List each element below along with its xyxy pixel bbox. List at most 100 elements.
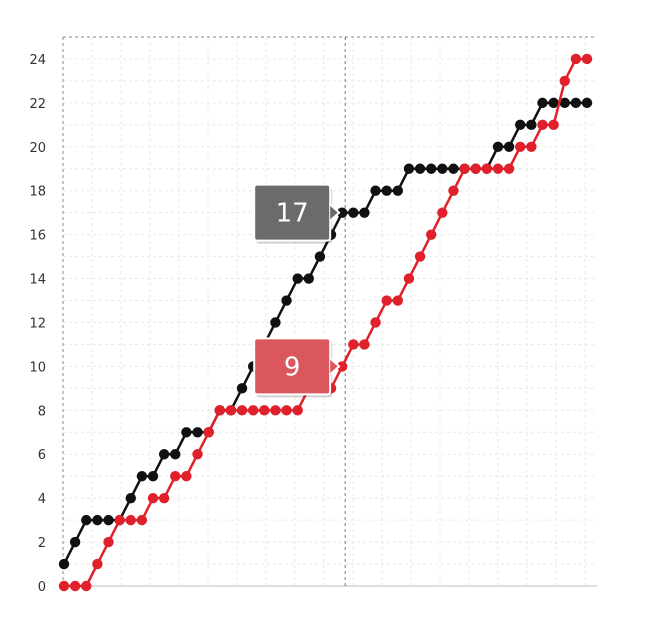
data-point[interactable] xyxy=(559,97,570,109)
data-point[interactable] xyxy=(281,405,292,416)
data-point[interactable] xyxy=(526,141,537,152)
data-point[interactable] xyxy=(192,427,203,438)
data-point[interactable] xyxy=(381,185,392,196)
data-point[interactable] xyxy=(236,405,248,416)
tooltip-box xyxy=(253,337,332,396)
data-point[interactable] xyxy=(136,514,148,526)
data-point[interactable] xyxy=(81,514,92,526)
data-point[interactable] xyxy=(559,75,570,87)
data-point[interactable] xyxy=(515,141,526,152)
data-point[interactable] xyxy=(281,295,292,306)
y-tick-label: 10 xyxy=(29,360,46,375)
data-point[interactable] xyxy=(103,514,114,526)
data-point[interactable] xyxy=(125,492,136,504)
data-point[interactable] xyxy=(348,339,359,350)
data-point[interactable] xyxy=(414,163,426,174)
data-point[interactable] xyxy=(548,97,559,109)
data-point[interactable] xyxy=(370,185,381,196)
data-point[interactable] xyxy=(270,405,281,416)
data-point[interactable] xyxy=(225,405,237,416)
data-point[interactable] xyxy=(259,405,270,416)
data-point[interactable] xyxy=(370,317,381,328)
tooltip-1: 9 xyxy=(253,337,341,398)
y-tick-label: 8 xyxy=(38,404,46,419)
data-point[interactable] xyxy=(58,558,70,570)
tooltip-value: 9 xyxy=(284,352,301,382)
data-point[interactable] xyxy=(426,229,437,240)
data-point[interactable] xyxy=(414,251,426,262)
data-point[interactable] xyxy=(181,427,192,438)
data-point[interactable] xyxy=(247,405,259,416)
data-point[interactable] xyxy=(69,536,81,548)
y-tick-label: 16 xyxy=(29,229,46,244)
data-point[interactable] xyxy=(236,383,248,394)
data-point[interactable] xyxy=(181,471,192,482)
data-point[interactable] xyxy=(481,163,493,174)
data-point[interactable] xyxy=(437,207,448,218)
data-point[interactable] xyxy=(448,185,459,196)
data-point[interactable] xyxy=(570,53,582,65)
y-tick-label: 4 xyxy=(38,492,46,507)
tooltip-0: 17 xyxy=(253,183,341,244)
tooltip-value: 17 xyxy=(276,199,309,229)
data-point[interactable] xyxy=(292,405,303,416)
y-tick-label: 20 xyxy=(29,141,46,156)
data-point[interactable] xyxy=(103,536,114,548)
data-point[interactable] xyxy=(503,141,515,152)
data-point[interactable] xyxy=(69,580,81,592)
data-point[interactable] xyxy=(537,97,548,109)
data-point[interactable] xyxy=(336,361,348,372)
data-point[interactable] xyxy=(581,53,593,65)
data-point[interactable] xyxy=(303,273,315,284)
data-point[interactable] xyxy=(492,141,504,152)
data-point[interactable] xyxy=(170,471,181,482)
tooltip-pointer xyxy=(329,357,341,376)
data-point[interactable] xyxy=(392,185,404,196)
y-tick-label: 0 xyxy=(38,580,46,595)
data-point[interactable] xyxy=(147,471,159,482)
data-point[interactable] xyxy=(359,207,370,218)
tooltips: 17 9 xyxy=(253,183,341,398)
data-point[interactable] xyxy=(270,317,281,328)
data-point[interactable] xyxy=(114,514,125,526)
data-point[interactable] xyxy=(136,471,148,482)
data-point[interactable] xyxy=(125,514,136,526)
grid-lines xyxy=(63,36,597,587)
data-point[interactable] xyxy=(58,580,70,592)
data-point[interactable] xyxy=(147,492,159,504)
data-point[interactable] xyxy=(170,449,181,460)
data-point[interactable] xyxy=(336,207,348,218)
data-point[interactable] xyxy=(81,580,92,592)
data-point[interactable] xyxy=(392,295,404,306)
data-point[interactable] xyxy=(515,119,526,131)
data-point[interactable] xyxy=(348,207,359,218)
data-point[interactable] xyxy=(403,273,415,284)
data-point[interactable] xyxy=(537,119,548,131)
data-point[interactable] xyxy=(381,295,392,306)
data-point[interactable] xyxy=(192,449,203,460)
data-point[interactable] xyxy=(158,449,170,460)
data-point[interactable] xyxy=(92,514,103,526)
data-point[interactable] xyxy=(503,163,515,174)
data-point[interactable] xyxy=(581,97,593,109)
data-point[interactable] xyxy=(526,119,537,131)
axes xyxy=(62,36,597,587)
data-point[interactable] xyxy=(158,492,170,504)
data-point[interactable] xyxy=(437,163,448,174)
data-point[interactable] xyxy=(448,163,459,174)
data-point[interactable] xyxy=(492,163,504,174)
data-point[interactable] xyxy=(570,97,582,109)
data-point[interactable] xyxy=(403,163,415,174)
data-point[interactable] xyxy=(426,163,437,174)
data-point[interactable] xyxy=(203,427,214,438)
data-point[interactable] xyxy=(548,119,559,131)
data-point[interactable] xyxy=(314,251,326,262)
data-point[interactable] xyxy=(292,273,303,284)
data-point[interactable] xyxy=(459,163,470,174)
data-point[interactable] xyxy=(92,558,103,570)
data-point[interactable] xyxy=(359,339,370,350)
data-point[interactable] xyxy=(214,405,225,416)
data-point[interactable] xyxy=(470,163,481,174)
